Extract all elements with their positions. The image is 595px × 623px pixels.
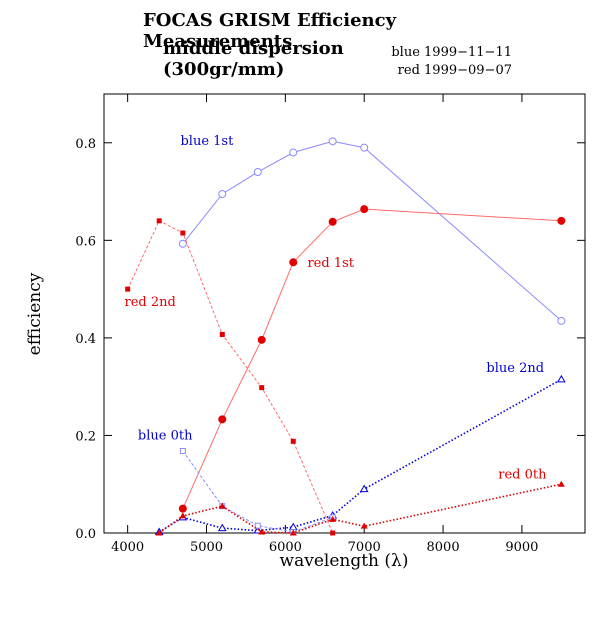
data-point [289, 529, 297, 536]
data-point [180, 230, 186, 236]
data-point [218, 189, 227, 198]
data-point [556, 374, 566, 383]
series-label-blue-1st: blue 1st [180, 134, 234, 149]
series-label-blue-0th: blue 0th [138, 428, 193, 443]
data-point [125, 286, 131, 292]
data-point [259, 385, 265, 391]
data-point [330, 530, 336, 536]
chart-subtitle: middle dispersion (300gr/mm) [163, 38, 344, 80]
x-tick-label: 8000 [427, 540, 460, 555]
data-point [328, 137, 337, 146]
series-line-blue-0th [182, 450, 333, 533]
data-point [557, 480, 565, 487]
data-point [289, 148, 298, 157]
y-axis-label: efficiency [25, 272, 45, 355]
data-point [219, 331, 225, 337]
plot-frame [103, 93, 586, 534]
data-point [178, 504, 187, 513]
series-line-blue-1st [182, 140, 562, 322]
data-point [329, 515, 337, 522]
data-point [156, 218, 162, 224]
x-tick-label: 4000 [111, 540, 144, 555]
series-labels: blue 1st red 1st red 2nd blue 2nd blue 0th re… [125, 134, 548, 482]
data-point [179, 448, 186, 455]
data-point [290, 438, 296, 444]
data-point [217, 523, 227, 532]
series-red-2nd [125, 218, 336, 536]
measurement-date-red: red 1999−09−07 [397, 63, 512, 78]
series-label-red-2nd: red 2nd [125, 295, 176, 310]
y-tick-label: 0.4 [75, 332, 96, 347]
series-blue-1st [178, 137, 566, 325]
measurement-date-blue: blue 1999−11−11 [391, 45, 512, 60]
y-tick-label: 0.0 [75, 527, 96, 542]
x-tick-label: 9000 [505, 540, 538, 555]
data-point [360, 522, 368, 529]
x-tick-label: 7000 [348, 540, 381, 555]
series-line-red-1st [182, 208, 562, 509]
data-series [125, 137, 566, 536]
data-point [155, 529, 163, 536]
series-label-red-0th: red 0th [498, 467, 547, 482]
data-point [257, 335, 266, 344]
series-label-blue-2nd: blue 2nd [486, 361, 544, 376]
y-tick-label: 0.6 [75, 234, 96, 249]
data-point [557, 316, 566, 325]
data-point [328, 217, 337, 226]
data-point [179, 512, 187, 519]
chart-title: FOCAS GRISM Efficiency Measurements [143, 10, 397, 52]
data-point [360, 143, 369, 152]
data-point [218, 415, 227, 424]
data-point [557, 216, 566, 225]
data-point [258, 528, 266, 535]
x-axis-label: wavelength (λ) [280, 551, 409, 571]
series-red-0th [155, 480, 565, 536]
series-label-red-1st: red 1st [307, 256, 354, 271]
data-point [218, 502, 226, 509]
axis-ticks: 4000 5000 6000 7000 8000 9000 0.0 0.2 0.4 0.6 0.8 [75, 94, 585, 555]
series-line-red-2nd [127, 220, 334, 534]
series-line-red-0th [158, 483, 562, 534]
x-tick-label: 6000 [269, 540, 302, 555]
data-point [289, 258, 298, 267]
series-red-1st [178, 205, 566, 513]
x-tick-label: 5000 [190, 540, 223, 555]
data-point [178, 239, 187, 248]
data-point [253, 168, 262, 177]
y-tick-label: 0.8 [75, 137, 96, 152]
data-point [359, 484, 369, 493]
series-blue-2nd [154, 374, 566, 536]
data-point [254, 522, 261, 529]
y-tick-label: 0.2 [75, 429, 96, 444]
data-point [360, 205, 369, 214]
